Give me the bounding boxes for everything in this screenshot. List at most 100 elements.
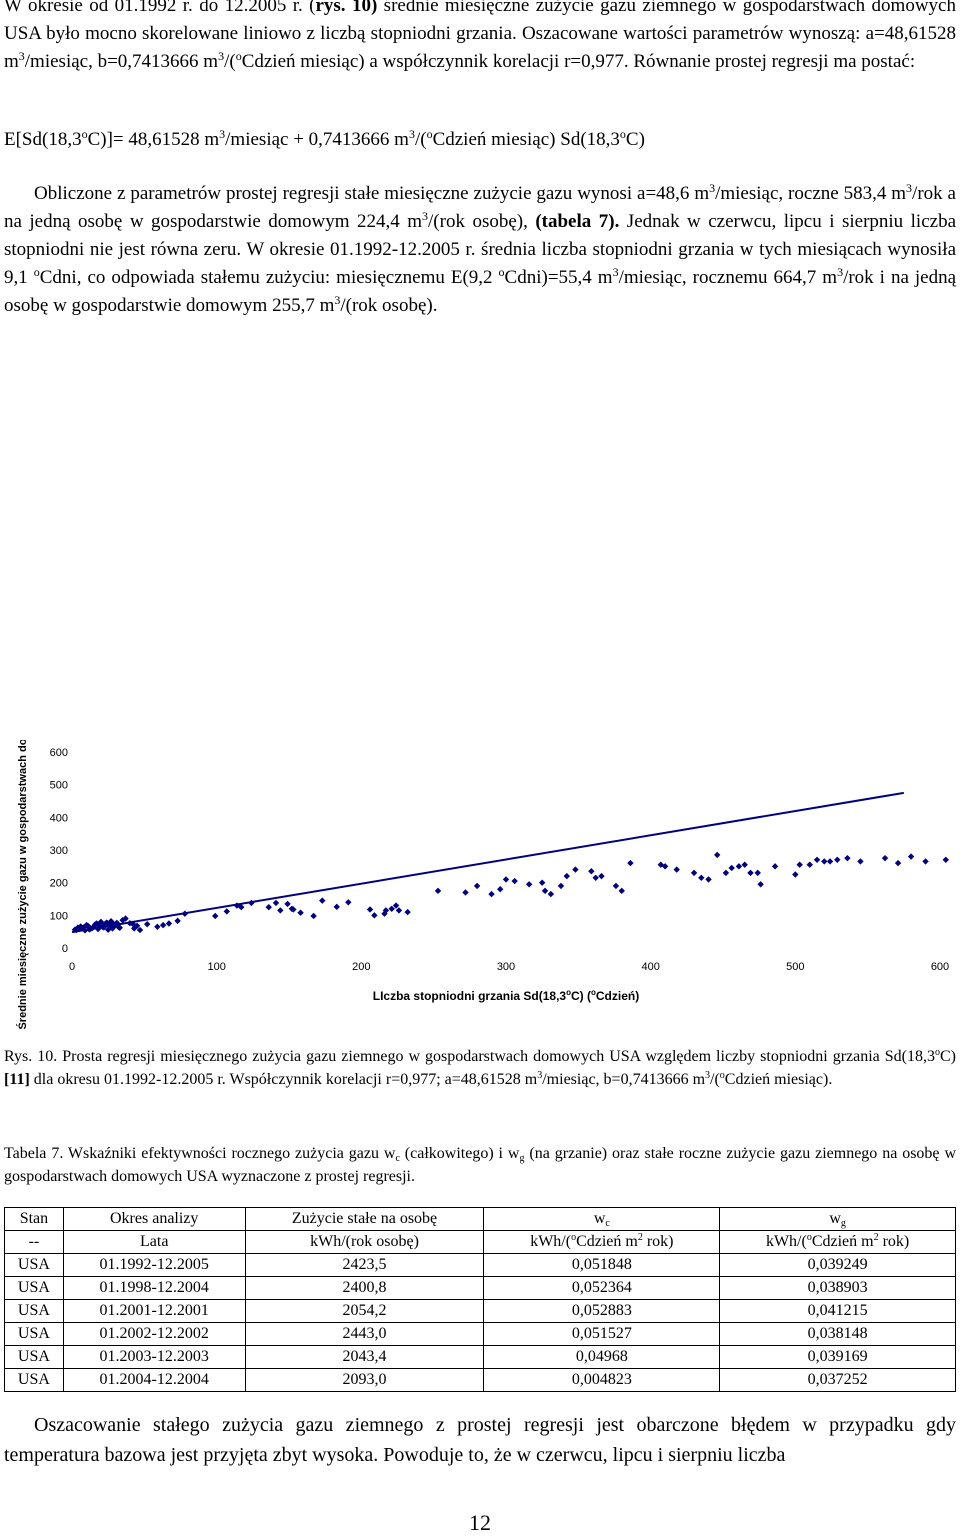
data-point bbox=[834, 856, 841, 863]
y-tick-label: 600 bbox=[50, 747, 68, 759]
table-cell: 01.2001-12.2001 bbox=[62, 1299, 246, 1323]
x-tick-label: 300 bbox=[497, 961, 515, 973]
figure-reference[interactable]: rys. 10) bbox=[315, 0, 378, 16]
data-point bbox=[627, 859, 634, 867]
table-row: USA 01.2002-12.2002 2443,0 0,051527 0,03… bbox=[4, 1322, 956, 1346]
data-point bbox=[434, 887, 442, 895]
data-point bbox=[473, 882, 481, 890]
y-tick-label: 500 bbox=[50, 780, 68, 792]
data-point bbox=[792, 871, 799, 878]
unit-cell: Lata bbox=[62, 1230, 246, 1254]
results-paragraph: Obliczone z parametrów prostej regresji … bbox=[4, 181, 957, 316]
data-point bbox=[511, 877, 518, 885]
header-cell: wg bbox=[719, 1207, 956, 1231]
data-point bbox=[698, 874, 705, 881]
data-point bbox=[272, 899, 280, 907]
x-tick-label: 400 bbox=[641, 961, 659, 973]
regression-line bbox=[71, 791, 904, 934]
data-point bbox=[488, 890, 495, 898]
table-cell: USA bbox=[4, 1253, 64, 1277]
data-point bbox=[592, 874, 599, 881]
data-point bbox=[366, 906, 374, 913]
table-cell: 0,039169 bbox=[719, 1345, 956, 1369]
y-tick-label: 200 bbox=[50, 878, 68, 890]
data-point bbox=[525, 881, 533, 888]
data-point bbox=[212, 912, 219, 920]
x-tick-label: 500 bbox=[786, 961, 804, 973]
header-cell: Zużycie stałe na osobę bbox=[244, 1207, 485, 1231]
data-point bbox=[93, 920, 100, 927]
table-row: USA 01.1992-12.2005 2423,5 0,051848 0,03… bbox=[4, 1253, 956, 1277]
table-header-row: Stan Okres analizy Zużycie stałe na osob… bbox=[4, 1207, 956, 1231]
table-cell: 0,039249 bbox=[719, 1253, 956, 1277]
data-point bbox=[154, 923, 161, 930]
table-cell: 0,004823 bbox=[483, 1368, 721, 1392]
unit-cell: kWh/(rok osobę) bbox=[244, 1230, 485, 1254]
unit-cell: kWh/(oCdzień m2 rok) bbox=[719, 1230, 956, 1254]
table-cell: 0,041215 bbox=[719, 1299, 956, 1323]
unit-cell: kWh/(oCdzień m2 rok) bbox=[483, 1230, 721, 1254]
data-point bbox=[563, 872, 570, 880]
data-point bbox=[813, 856, 821, 863]
chart-axes: 0 100 200 300 400 500 600 0 100 200 300 400 500 600 bbox=[50, 747, 950, 973]
data-point bbox=[223, 908, 230, 915]
table-cell: USA bbox=[4, 1276, 64, 1300]
table-cell: 01.2004-12.2004 bbox=[62, 1368, 246, 1392]
data-point bbox=[588, 868, 595, 875]
data-point bbox=[136, 926, 144, 934]
data-point bbox=[265, 903, 272, 911]
figure-caption: Rys. 10. Prosta regresji miesięcznego zu… bbox=[4, 1047, 956, 1089]
data-point bbox=[165, 920, 173, 927]
table-cell: 0,037252 bbox=[719, 1368, 956, 1392]
chart-canvas: 0 100 200 300 400 500 600 0 100 200 300 400 500 600 Ś… bbox=[16, 740, 950, 1030]
data-point bbox=[922, 858, 929, 865]
efficiency-table: Stan Okres analizy Zużycie stałe na osob… bbox=[4, 1207, 956, 1392]
data-point bbox=[345, 899, 352, 906]
data-point bbox=[598, 872, 605, 880]
header-cell: Okres analizy bbox=[62, 1207, 246, 1231]
table-cell: 2423,5 bbox=[244, 1253, 485, 1277]
table-row: USA 01.2001-12.2001 2054,2 0,052883 0,04… bbox=[4, 1299, 956, 1323]
data-point bbox=[722, 869, 730, 877]
table-reference[interactable]: (tabela 7). bbox=[535, 211, 620, 232]
data-point bbox=[392, 902, 400, 909]
table-units-row: -- Lata kWh/(rok osobę) kWh/(oCdzień m2 … bbox=[4, 1230, 956, 1254]
header-cell: Stan bbox=[4, 1207, 64, 1231]
data-point bbox=[297, 909, 304, 916]
data-point bbox=[502, 876, 510, 883]
x-tick-label: 0 bbox=[69, 961, 75, 973]
data-point bbox=[705, 876, 712, 883]
table-cell: 01.1998-12.2004 bbox=[62, 1276, 246, 1300]
data-point bbox=[741, 861, 748, 868]
table-cell: 0,052883 bbox=[483, 1299, 721, 1323]
table-cell: 2093,0 bbox=[244, 1368, 485, 1392]
data-point bbox=[572, 866, 579, 873]
data-point bbox=[618, 887, 625, 895]
table-cell: 0,04968 bbox=[483, 1345, 721, 1369]
data-point bbox=[714, 851, 721, 859]
data-point bbox=[757, 881, 764, 888]
table-cell: USA bbox=[4, 1299, 64, 1323]
data-point bbox=[462, 889, 469, 896]
table-cell: 0,052364 bbox=[483, 1276, 721, 1300]
regression-equation: E[Sd(18,3oC)]= 48,61528 m3/miesiąc + 0,7… bbox=[4, 127, 645, 150]
data-point bbox=[104, 926, 112, 933]
x-tick-label: 200 bbox=[352, 961, 370, 973]
data-point bbox=[547, 890, 555, 898]
table-cell: 2043,4 bbox=[244, 1345, 485, 1369]
data-point bbox=[942, 856, 949, 863]
final-paragraph: Oszacowanie stałego zużycia gazu ziemneg… bbox=[4, 1414, 956, 1466]
table-cell: 2443,0 bbox=[244, 1322, 485, 1346]
unit-cell: -- bbox=[4, 1230, 64, 1254]
data-point bbox=[538, 879, 546, 886]
x-tick-label: 100 bbox=[207, 961, 225, 973]
data-point bbox=[771, 863, 779, 870]
data-point bbox=[94, 925, 102, 933]
x-axis-label: LIczba stopniodni grzania Sd(18,3oC) (oC… bbox=[373, 988, 639, 1003]
data-point bbox=[371, 912, 378, 919]
data-point bbox=[612, 882, 620, 890]
data-point bbox=[319, 897, 326, 904]
table-cell: 01.2003-12.2003 bbox=[62, 1345, 246, 1369]
table-caption: Tabela 7. Wskaźniki efektywności roczneg… bbox=[4, 1145, 956, 1185]
data-point bbox=[673, 866, 680, 873]
